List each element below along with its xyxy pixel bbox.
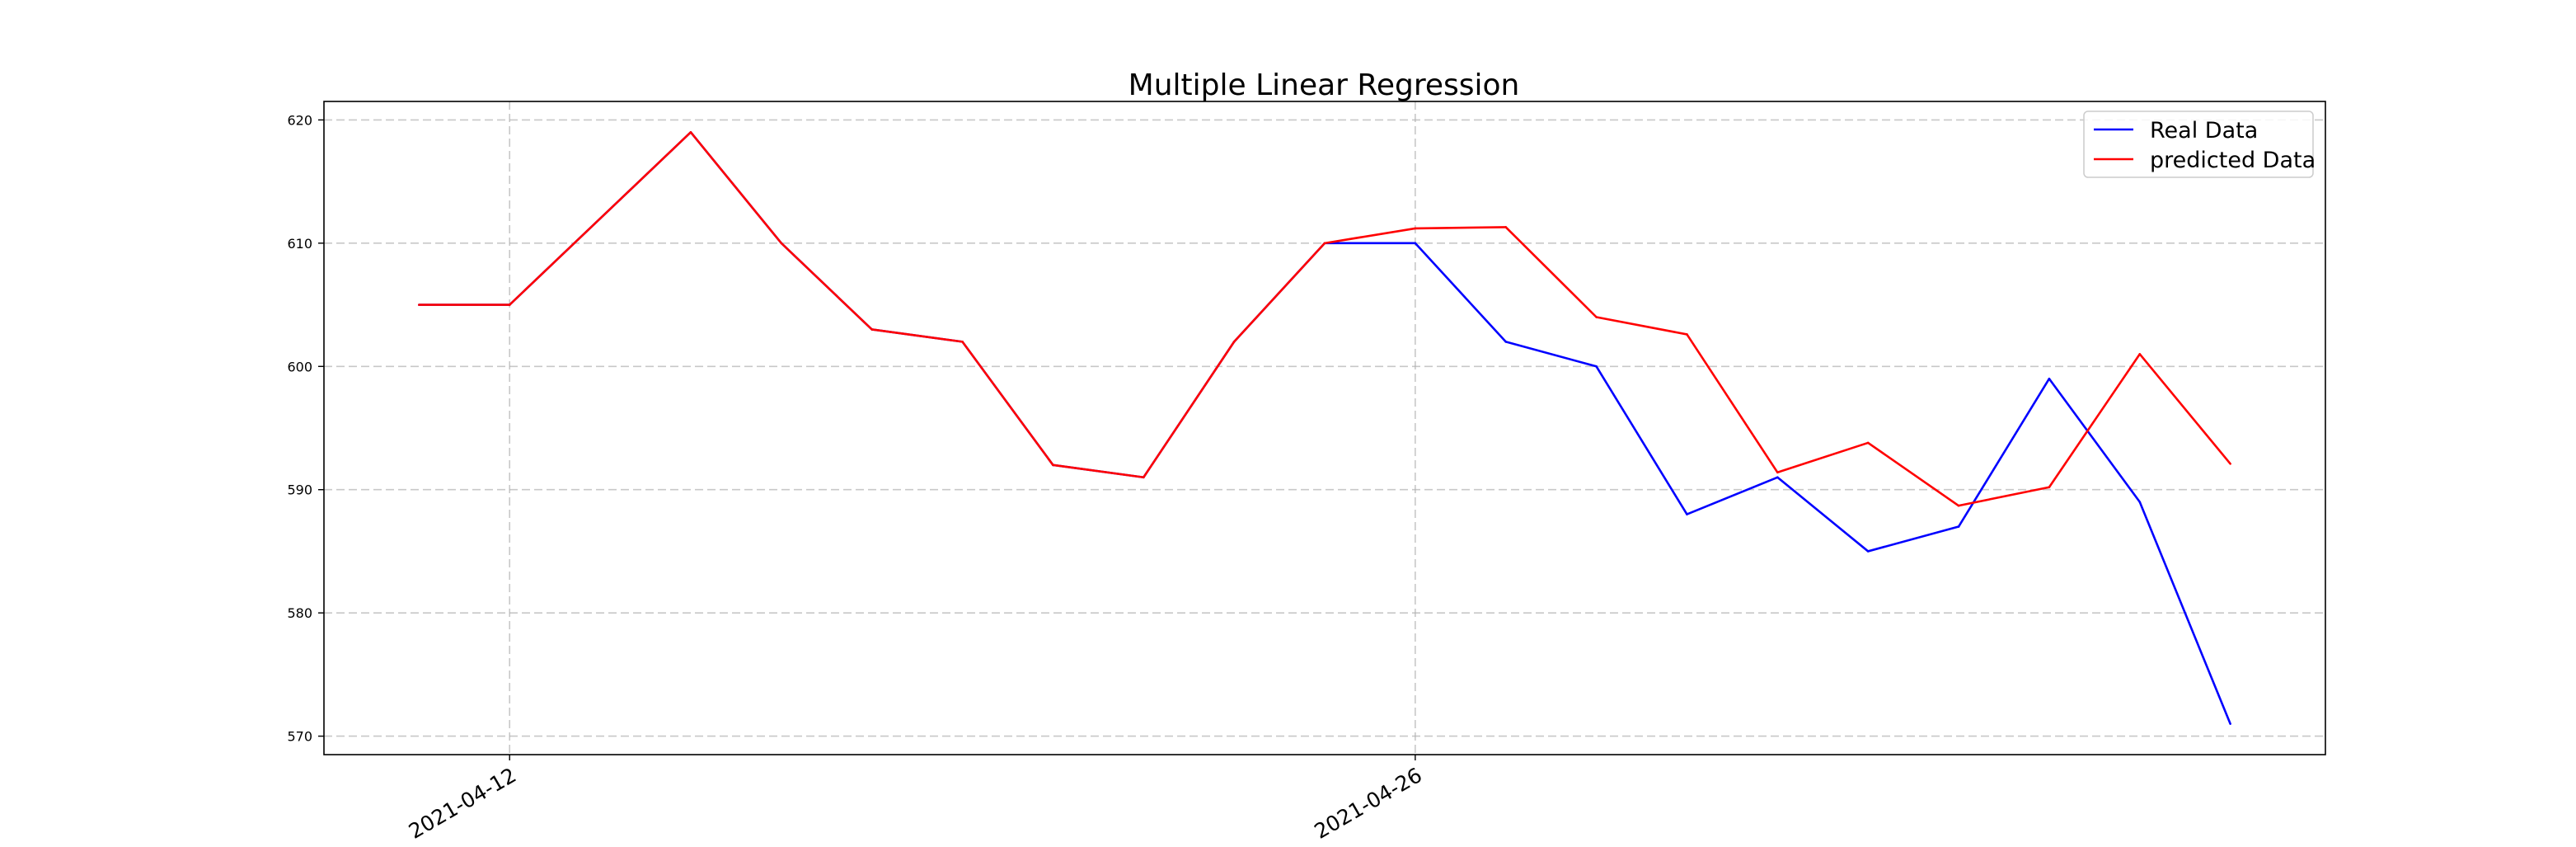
series-segment: [598, 131, 692, 220]
series-segment: [1776, 476, 1870, 553]
series-segment: [780, 242, 873, 331]
y-tick-label: 610: [287, 236, 312, 252]
series-segment: [1414, 226, 1508, 230]
series-segment: [2048, 353, 2142, 489]
series-segment: [870, 328, 964, 343]
y-tick-label: 620: [287, 112, 312, 128]
legend-box: [2083, 111, 2314, 178]
y-tick-label: 580: [287, 605, 312, 621]
legend-label: Real Data: [2150, 118, 2258, 144]
y-tick-label: 590: [287, 482, 312, 498]
series-segment: [1323, 227, 1417, 245]
legend: Real Data predicted Data: [2083, 111, 2316, 178]
series-layer: [418, 131, 2231, 725]
series-segment: [1052, 463, 1145, 479]
legend-label: predicted Data: [2150, 148, 2316, 173]
series-predicted-data: [418, 131, 2231, 507]
chart-title: Multiple Linear Regression: [1128, 68, 1520, 102]
series-segment: [1504, 341, 1598, 368]
series-segment: [1414, 242, 1508, 343]
series-segment: [1957, 486, 2051, 507]
plot-frame: [323, 101, 2326, 755]
series-segment: [1686, 333, 1779, 474]
y-tick-label: 570: [287, 729, 312, 745]
grid-layer: [324, 101, 2325, 755]
series-segment: [2138, 501, 2231, 725]
series-segment: [1232, 242, 1326, 343]
y-tick-label: 600: [287, 359, 312, 374]
series-segment: [1142, 341, 1236, 479]
series-segment: [1595, 316, 1688, 336]
series-segment: [2048, 377, 2142, 503]
series-segment: [689, 131, 783, 245]
series-segment: [1776, 441, 1870, 474]
series-segment: [508, 217, 602, 306]
series-segment: [961, 341, 1054, 467]
series-segment: [1686, 476, 1779, 515]
series-segment: [1866, 525, 1960, 553]
series-segment: [1866, 441, 1960, 507]
series-segment: [1504, 226, 1598, 318]
series-segment: [2138, 353, 2231, 465]
series-segment: [1595, 365, 1688, 515]
